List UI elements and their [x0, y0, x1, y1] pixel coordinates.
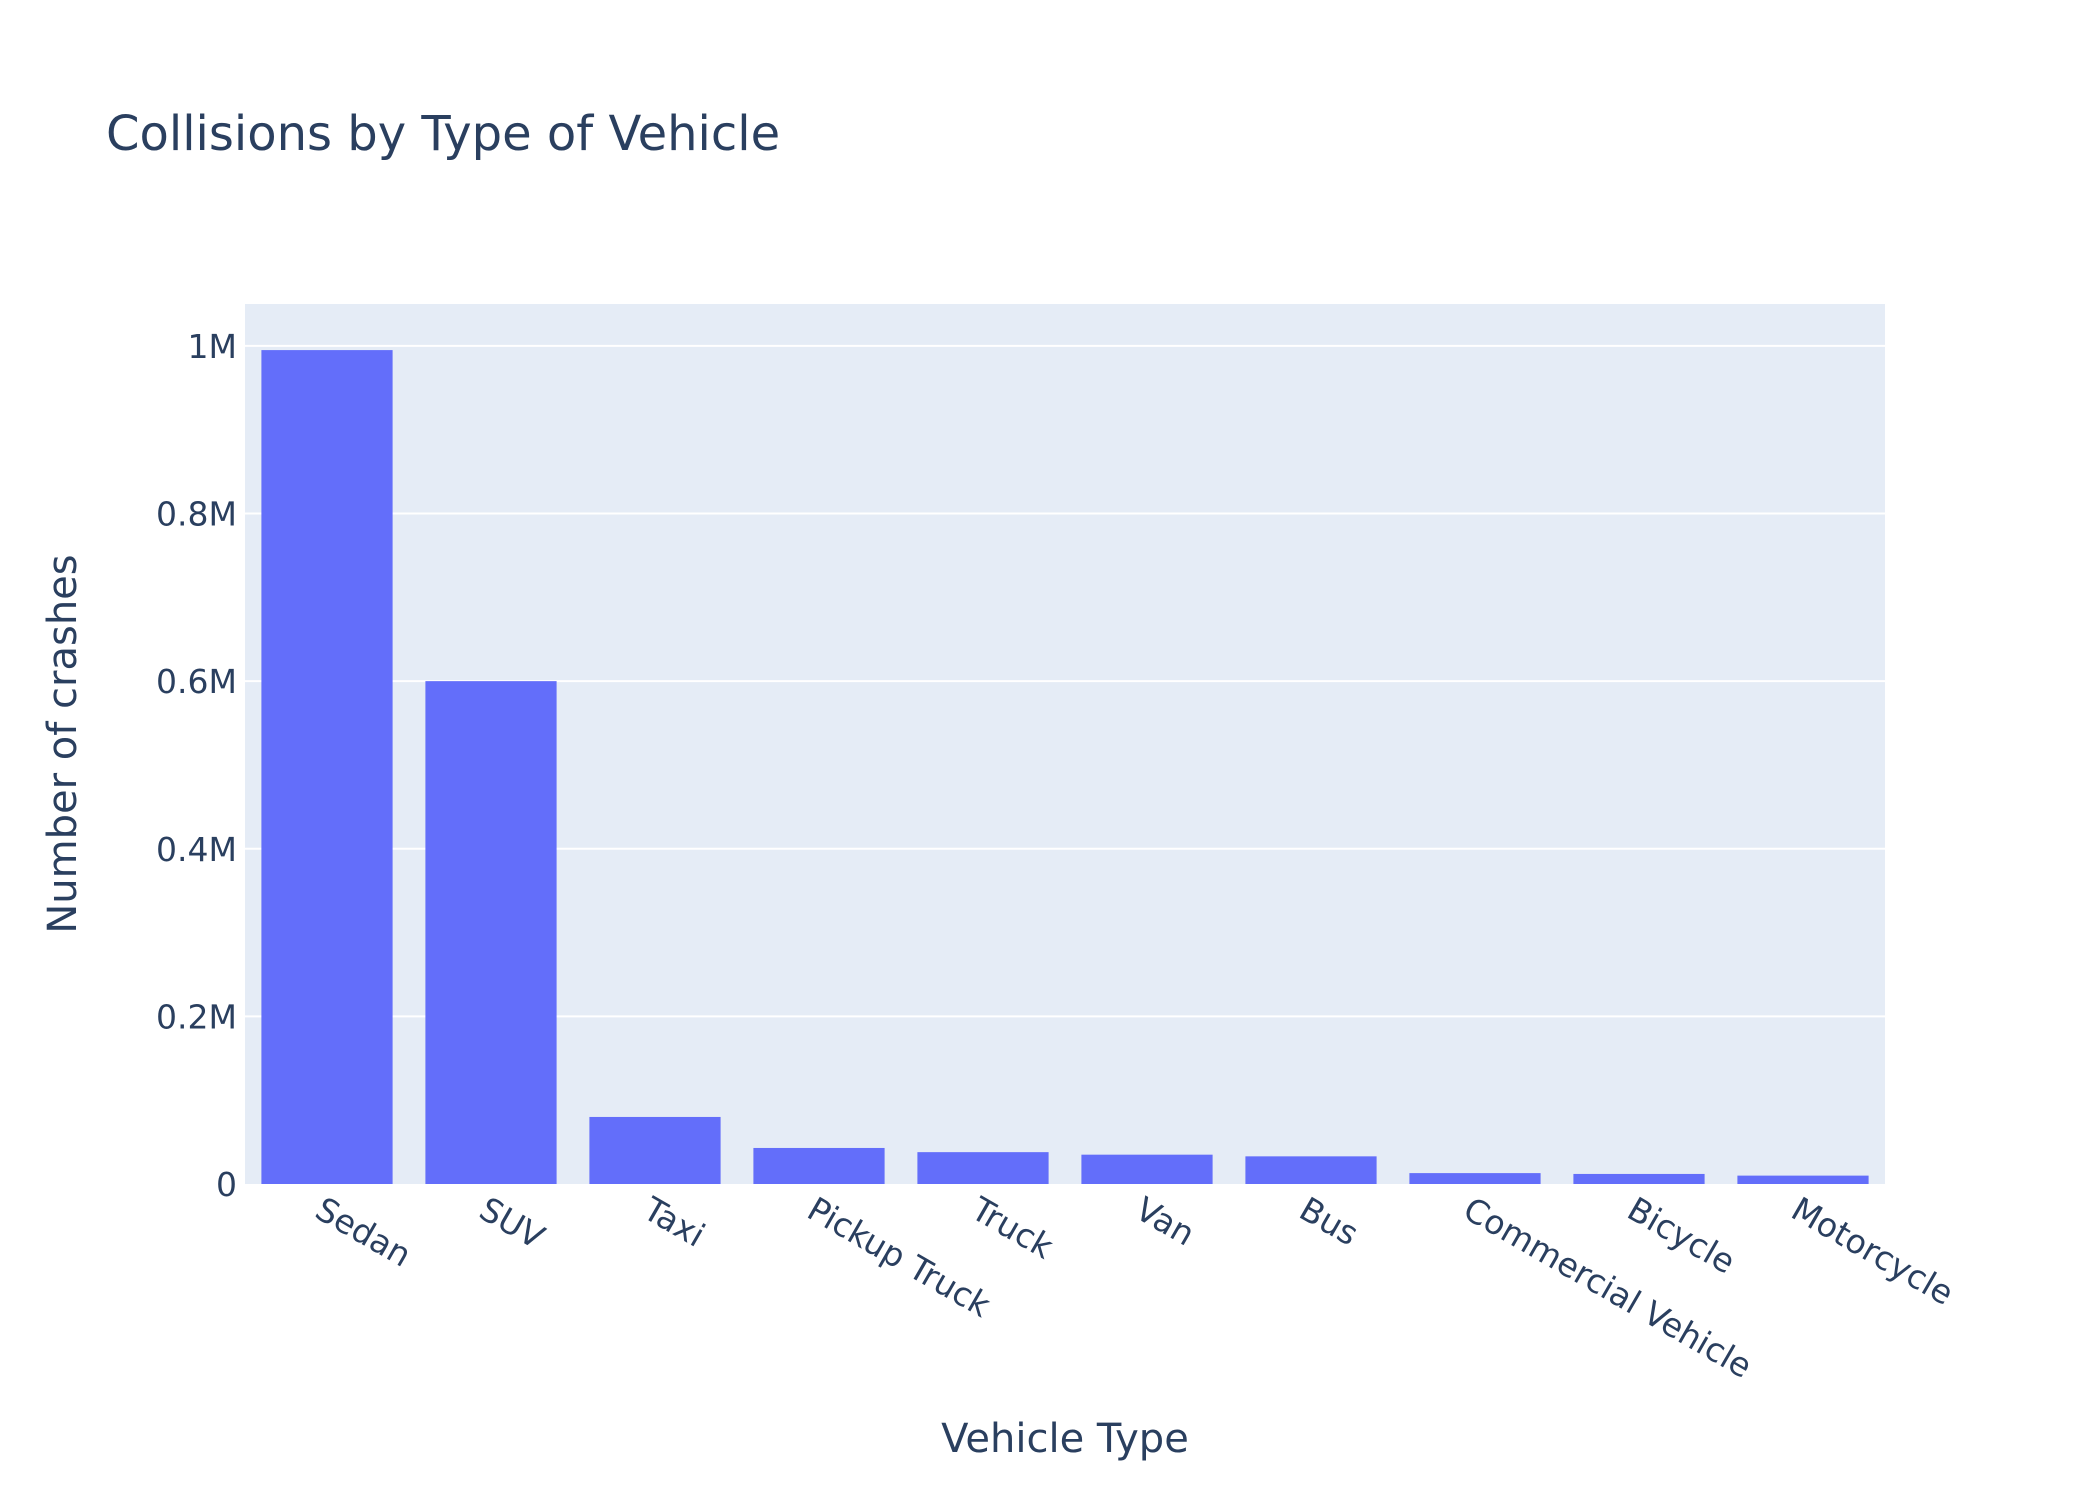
- y-axis-ticks: 0 0.2M 0.4M 0.6M 0.8M 1M: [156, 327, 237, 1204]
- y-tick-label: 0.8M: [156, 495, 237, 534]
- x-tick-label: Van: [1129, 1189, 1201, 1253]
- x-tick-label: Truck: [964, 1189, 1061, 1267]
- x-tick-label: Taxi: [636, 1189, 711, 1255]
- bar-taxi[interactable]: [589, 1116, 721, 1184]
- bar-pickup-truck[interactable]: [753, 1147, 885, 1184]
- y-tick-label: 1M: [188, 327, 237, 366]
- bars: [261, 350, 1869, 1185]
- x-tick-label: SUV: [473, 1189, 551, 1257]
- x-tick-label: Bus: [1293, 1189, 1365, 1253]
- x-tick-label: Commercial Vehicle: [1457, 1189, 1759, 1386]
- x-tick-label: Motorcycle: [1785, 1189, 1960, 1313]
- chart-title: Collisions by Type of Vehicle: [106, 106, 780, 162]
- y-axis-title: Number of crashes: [40, 554, 86, 933]
- bar-motorcycle[interactable]: [1737, 1175, 1869, 1184]
- y-tick-label: 0.6M: [156, 662, 237, 701]
- bar-bus[interactable]: [1245, 1156, 1377, 1184]
- x-axis-title: Vehicle Type: [941, 1416, 1189, 1462]
- x-tick-label: Pickup Truck: [801, 1189, 998, 1325]
- x-tick-label: Sedan: [309, 1189, 418, 1274]
- y-tick-label: 0: [216, 1165, 237, 1204]
- x-tick-label: Bicycle: [1621, 1189, 1742, 1281]
- bar-suv[interactable]: [425, 681, 557, 1184]
- bar-bicycle[interactable]: [1573, 1173, 1705, 1184]
- bar-van[interactable]: [1081, 1154, 1213, 1184]
- bar-truck[interactable]: [917, 1152, 1049, 1184]
- y-tick-label: 0.2M: [156, 997, 237, 1036]
- bar-commercial-vehicle[interactable]: [1409, 1173, 1541, 1184]
- y-tick-label: 0.4M: [156, 830, 237, 869]
- bar-sedan[interactable]: [261, 350, 393, 1185]
